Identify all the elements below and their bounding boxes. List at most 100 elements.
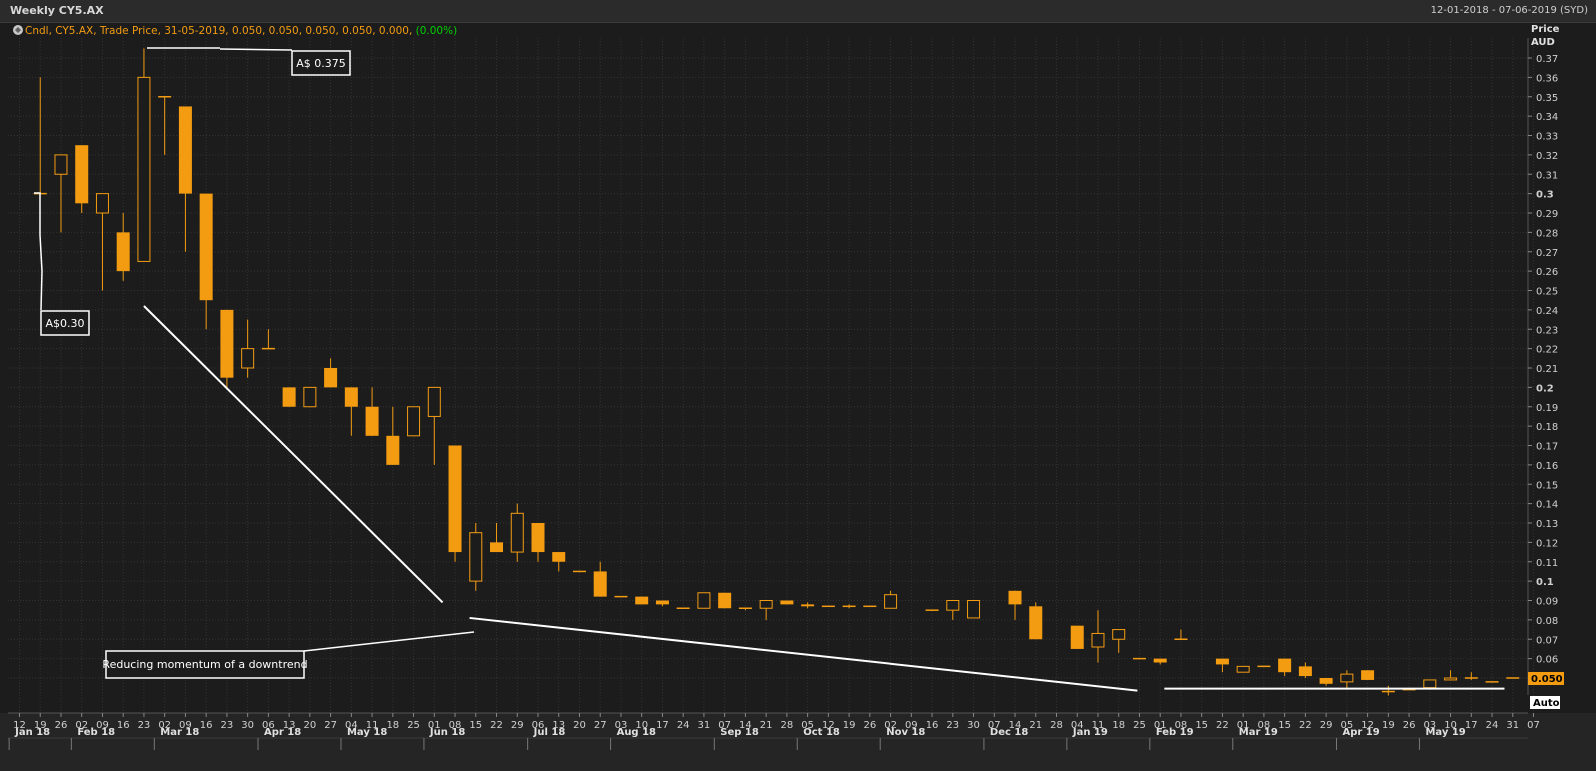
- month-label: Feb 19: [1156, 727, 1194, 738]
- x-tick-label: 02: [158, 720, 171, 731]
- candle: [884, 590, 898, 609]
- x-tick-label: 09: [905, 720, 918, 731]
- candle: [1112, 629, 1126, 653]
- x-tick-label: 22: [490, 720, 503, 731]
- candle: [552, 552, 566, 572]
- last-price-label: 0.050: [1531, 674, 1563, 685]
- x-tick-label: 16: [926, 720, 939, 731]
- candle: [158, 96, 172, 155]
- candle: [365, 387, 379, 436]
- candle: [116, 213, 130, 281]
- month-label: May 18: [347, 727, 387, 738]
- y-tick-label: 0.23: [1536, 325, 1558, 336]
- candle: [1298, 662, 1312, 678]
- x-tick-label: 04: [1071, 720, 1084, 731]
- trend-lines: [143, 305, 1505, 692]
- time-axis[interactable]: 12 19 26 02 09 16 23 02 09 16 23 30 06 13 20 27 04 11 18 25…: [0, 712, 1596, 771]
- month-label: Jan 18: [14, 727, 50, 738]
- x-tick-label: 19: [843, 720, 856, 731]
- date-range: 12-01-2018 - 07-06-2019 (SYD): [1430, 5, 1588, 16]
- y-tick-label: 0.11: [1536, 558, 1558, 569]
- x-tick-label: 07: [988, 720, 1001, 731]
- candle-body-up: [303, 386, 317, 408]
- candle-body-down: [448, 445, 462, 553]
- month-label: Nov 18: [886, 727, 925, 738]
- candle: [241, 319, 255, 378]
- x-tick-label: 08: [1258, 720, 1271, 731]
- x-tick-label: 16: [200, 720, 213, 731]
- candle: [531, 523, 545, 562]
- start-label: A$0.30: [45, 317, 84, 330]
- candle-body-down: [282, 387, 296, 407]
- y-tick-label: 0.18: [1536, 422, 1558, 433]
- legend-change: (0.00%): [416, 25, 458, 37]
- y-tick-label: 0.28: [1536, 228, 1558, 239]
- y-tick-label: 0.29: [1536, 209, 1558, 220]
- candle: [780, 600, 794, 605]
- candle-body-up: [427, 386, 441, 417]
- candle-body-up: [1112, 629, 1126, 640]
- candle-body-down: [344, 387, 358, 407]
- candle: [1153, 658, 1167, 665]
- candle: [344, 387, 358, 436]
- x-tick-label: 05: [801, 720, 814, 731]
- candle-body-up: [967, 600, 981, 619]
- price-axis[interactable]: Price AUD 0.37 0.36 0.35 0.34 0.33 0.32 0.31 0.…: [1527, 24, 1564, 709]
- y-tick-label: 0.33: [1536, 132, 1558, 143]
- candle: [137, 48, 151, 262]
- candle-body-up: [241, 348, 255, 369]
- candle: [759, 600, 773, 620]
- candle: [303, 386, 317, 408]
- candle-body-down: [801, 604, 815, 607]
- x-tick-label: 27: [594, 720, 607, 731]
- month-label: Jul 18: [533, 727, 566, 738]
- legend-main: Cndl, CY5.AX, Trade Price, 31-05-2019, 0…: [25, 25, 416, 37]
- title-bar: Weekly CY5.AX 12-01-2018 - 07-06-2019 (S…: [0, 0, 1596, 23]
- candle-body-down: [655, 600, 669, 605]
- x-tick-label: 29: [1320, 720, 1333, 731]
- candle-body-down: [490, 542, 504, 553]
- legend-diamond-icon: [15, 27, 21, 33]
- month-label: Jan 19: [1072, 727, 1108, 738]
- x-tick-label: 18: [386, 720, 399, 731]
- y-tick-label: 0.35: [1536, 93, 1558, 104]
- auto-scale-label: Auto: [1533, 698, 1560, 709]
- candle: [282, 387, 296, 407]
- x-tick-label: 21: [1029, 720, 1042, 731]
- candle-body-down: [1070, 625, 1084, 649]
- auto-scale-button[interactable]: [1530, 696, 1560, 709]
- y-tick-label: 0.3: [1536, 190, 1554, 201]
- candle-body-down: [324, 368, 338, 388]
- candle: [427, 386, 441, 465]
- candle: [1464, 672, 1478, 680]
- y-tick-label: 0.08: [1536, 616, 1558, 627]
- candle-body-down: [1153, 658, 1167, 663]
- legend-text: Cndl, CY5.AX, Trade Price, 31-05-2019, 0…: [25, 25, 457, 37]
- y-tick-label: 0.16: [1536, 461, 1558, 472]
- candle-body-down: [386, 435, 400, 465]
- x-tick-label: 10: [635, 720, 648, 731]
- candle-body-down: [1319, 678, 1333, 684]
- x-tick-label: 24: [1486, 720, 1499, 731]
- candle-body-down: [635, 596, 649, 605]
- price-axis-title: Price: [1531, 24, 1560, 35]
- x-tick-label: 11: [1092, 720, 1105, 731]
- y-tick-label: 0.22: [1536, 345, 1558, 356]
- month-label: Mar 19: [1239, 727, 1278, 738]
- candle-body-up: [946, 600, 960, 611]
- x-tick-label: 03: [615, 720, 628, 731]
- y-tick-label: 0.21: [1536, 364, 1558, 375]
- candle-body-up: [54, 154, 68, 175]
- trend-line: [469, 616, 1138, 692]
- x-tick-label: 09: [179, 720, 192, 731]
- x-tick-label: 31: [1506, 720, 1519, 731]
- candle: [1070, 625, 1084, 649]
- legend: Cndl, CY5.AX, Trade Price, 31-05-2019, 0…: [13, 25, 457, 37]
- candle-body-up: [1340, 673, 1354, 683]
- horizontal-gridlines: [8, 57, 1528, 679]
- month-label: Apr 18: [264, 727, 301, 738]
- x-tick-label: 01: [428, 720, 441, 731]
- x-tick-label: 28: [1050, 720, 1063, 731]
- x-tick-label: 09: [96, 720, 109, 731]
